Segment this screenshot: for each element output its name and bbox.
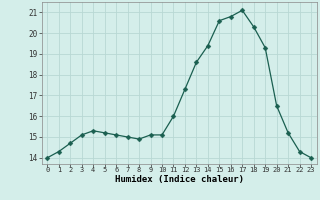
- X-axis label: Humidex (Indice chaleur): Humidex (Indice chaleur): [115, 175, 244, 184]
